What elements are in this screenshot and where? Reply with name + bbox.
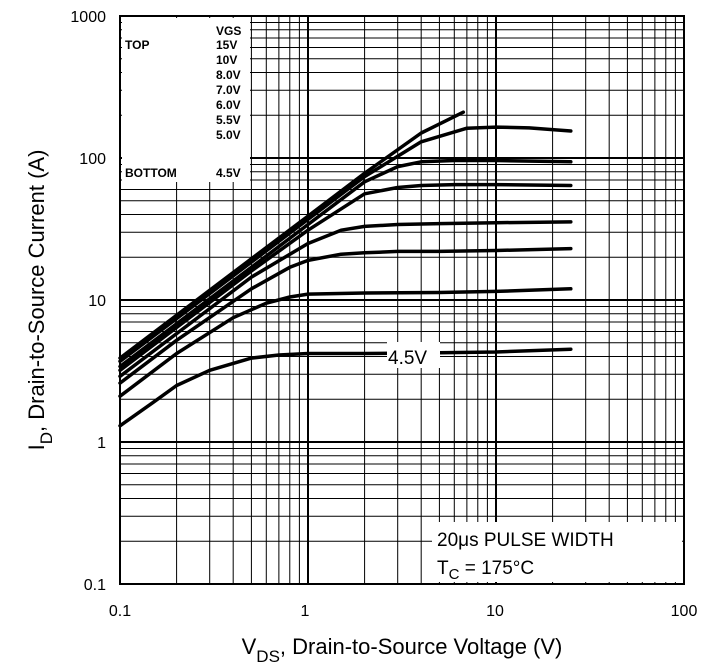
y-tick-label-0.1: 0.1 bbox=[84, 577, 106, 594]
legend-entry-6.0V: 6.0V bbox=[216, 98, 241, 112]
curve-label-4.5V: 4.5V bbox=[388, 348, 427, 369]
legend-background bbox=[122, 18, 250, 182]
legend-entry-5.5V: 5.5V bbox=[216, 113, 241, 127]
y-tick-label-10: 10 bbox=[88, 293, 106, 310]
legend-entry-8.0V: 8.0V bbox=[216, 68, 241, 82]
x-tick-label-1: 1 bbox=[301, 603, 310, 620]
series-line-7.0V bbox=[118, 182, 573, 373]
legend-entry-7.0V: 7.0V bbox=[216, 83, 241, 97]
legend-entry-10V: 10V bbox=[216, 53, 237, 67]
legend: VGS TOP 15V 10V 8.0V 7.0V 6.0V 5.5V 5.0V… bbox=[122, 18, 250, 182]
series-line-5.0V bbox=[118, 287, 573, 398]
series-lines bbox=[118, 110, 573, 428]
series-line-4.5V bbox=[118, 347, 573, 428]
legend-header: VGS bbox=[216, 24, 241, 38]
x-tick-label-10: 10 bbox=[486, 603, 504, 620]
plot-frame bbox=[119, 15, 685, 585]
y-tick-label-1000: 1000 bbox=[70, 9, 106, 26]
series-line-6.0V bbox=[118, 220, 573, 379]
x-axis-title: VDS, Drain-to-Source Voltage (V) bbox=[242, 634, 563, 666]
series-line-5.5V bbox=[118, 246, 573, 385]
y-tick-label-100: 100 bbox=[79, 151, 106, 168]
legend-bottom-label: BOTTOM bbox=[125, 166, 177, 180]
x-tick-label-0.1: 0.1 bbox=[109, 603, 131, 620]
legend-entry-5.0V: 5.0V bbox=[216, 128, 241, 142]
conditions-note-background bbox=[432, 522, 682, 582]
series-line-15V bbox=[118, 110, 466, 360]
series-line-8.0V bbox=[118, 158, 573, 369]
pulse-width-note: 20μs PULSE WIDTH bbox=[437, 530, 614, 551]
legend-entry-15V: 15V bbox=[216, 38, 237, 52]
y-axis-title: ID, Drain-to-Source Current (A) bbox=[24, 150, 56, 451]
legend-top-label: TOP bbox=[125, 38, 149, 52]
x-tick-label-100: 100 bbox=[671, 603, 698, 620]
curve-label-background bbox=[387, 342, 440, 368]
series-line-10V bbox=[118, 125, 573, 364]
y-tick-label-1: 1 bbox=[97, 435, 106, 452]
legend-entry-4.5V: 4.5V bbox=[216, 166, 241, 180]
temperature-note: TC = 175°C bbox=[437, 558, 534, 583]
